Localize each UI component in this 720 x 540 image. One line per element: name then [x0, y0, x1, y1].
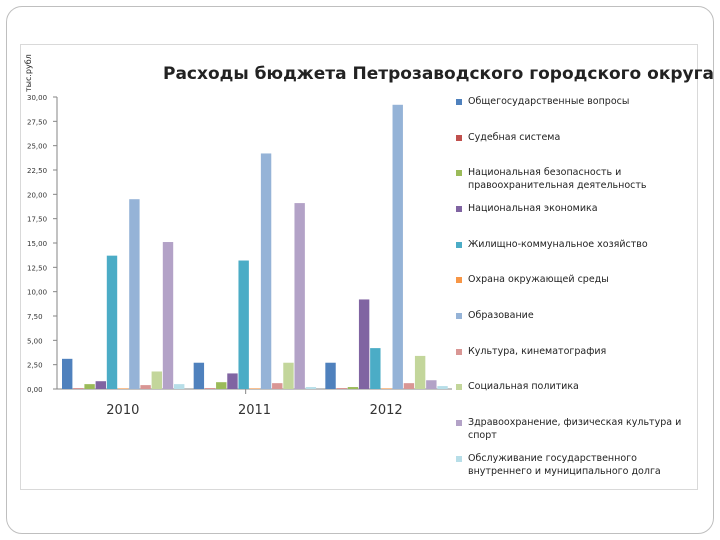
slide-frame — [6, 6, 714, 534]
bar-10-2011 — [294, 203, 305, 389]
legend-swatch — [456, 277, 462, 283]
bar-8-2010 — [140, 385, 151, 389]
bar-9-2012 — [414, 355, 426, 389]
legend-label: Национальная экономика — [468, 203, 598, 214]
chart-area — [20, 44, 698, 490]
bar-9-2010 — [151, 371, 162, 389]
legend-label: Национальная безопасность и правоохранит… — [468, 167, 647, 191]
bar-8-2011 — [272, 383, 283, 389]
bar-2-2010 — [73, 388, 84, 389]
x-category-label: 2012 — [370, 403, 403, 418]
legend-label: Социальная политика — [468, 381, 579, 392]
bar-4-2010 — [95, 381, 106, 389]
bar-5-2011 — [238, 260, 249, 389]
bar-1-2010 — [62, 358, 73, 389]
legend-swatch — [456, 313, 462, 319]
legend-label: Жилищно-коммунальное хозяйство — [468, 239, 648, 250]
bar-11-2012 — [437, 386, 448, 389]
legend-swatch — [456, 206, 462, 212]
bar-9-2011 — [283, 362, 294, 389]
legend-swatch — [456, 420, 462, 426]
bar-7-2011 — [260, 153, 272, 389]
legend-label: Обслуживание государственного внутреннег… — [468, 453, 661, 477]
bar-7-2010 — [129, 199, 140, 389]
x-category-label: 2010 — [106, 403, 139, 418]
bar-8-2012 — [403, 383, 415, 389]
bar-2-2012 — [336, 388, 347, 389]
y-tick-label: 22,50 — [27, 167, 47, 175]
bar-5-2010 — [106, 255, 118, 389]
bar-11-2010 — [174, 384, 185, 389]
bar-2-2011 — [204, 388, 216, 389]
legend-label: Общегосударственные вопросы — [468, 96, 630, 107]
bar-7-2012 — [392, 104, 403, 389]
y-tick-label: 12,50 — [27, 264, 47, 272]
y-tick-label: 2,50 — [27, 362, 43, 370]
y-tick-label: 20,00 — [27, 191, 47, 199]
legend-swatch — [456, 349, 462, 355]
legend-label: Образование — [468, 310, 534, 321]
y-tick-label: 25,00 — [27, 143, 47, 151]
y-tick-label: 5,00 — [27, 337, 43, 345]
bar-6-2011 — [249, 388, 261, 389]
y-tick-label: 10,00 — [27, 289, 47, 297]
bar-5-2012 — [370, 348, 381, 389]
y-tick-label: 15,00 — [27, 240, 47, 248]
legend-label: Судебная система — [468, 132, 561, 143]
legend-swatch — [456, 170, 462, 176]
bar-10-2012 — [426, 380, 437, 389]
x-category-label: 2011 — [238, 403, 271, 418]
legend-swatch — [456, 384, 462, 390]
bar-6-2010 — [118, 388, 129, 389]
bar-3-2012 — [347, 387, 359, 389]
bar-6-2012 — [381, 388, 392, 389]
y-tick-label: 30,00 — [27, 94, 47, 102]
bar-1-2012 — [325, 362, 336, 389]
bar-4-2011 — [227, 373, 238, 389]
labels-layer: 0,00 2,50 5,00 7,50 10,00 12,50 15,00 17,50 20,0… — [27, 94, 403, 418]
y-tick-label: 7,50 — [27, 313, 43, 321]
legend-label: Здравоохранение, физическая культура и с… — [468, 417, 682, 441]
bar-11-2011 — [305, 387, 317, 389]
legend-swatch — [456, 242, 462, 248]
chart-title: Расходы бюджета Петрозаводского городско… — [163, 64, 714, 84]
legend-label: Культура, кинематография — [468, 346, 607, 357]
y-tick-label: 0,00 — [27, 386, 43, 394]
bar-10-2010 — [162, 242, 174, 389]
legend-swatch — [456, 135, 462, 141]
bar-4-2012 — [358, 299, 370, 389]
y-tick-label: 27,50 — [27, 118, 47, 126]
bar-3-2010 — [84, 384, 95, 389]
bar-1-2011 — [193, 362, 205, 389]
legend-label: Охрана окружающей среды — [468, 274, 609, 285]
bar-3-2011 — [216, 382, 227, 389]
y-tick-label: 17,50 — [27, 216, 47, 224]
chart-legend: Общегосударственные вопросы Судебная сист… — [454, 96, 696, 486]
bars-layer — [62, 104, 448, 389]
legend-swatch — [456, 99, 462, 105]
legend-swatch — [456, 456, 462, 462]
